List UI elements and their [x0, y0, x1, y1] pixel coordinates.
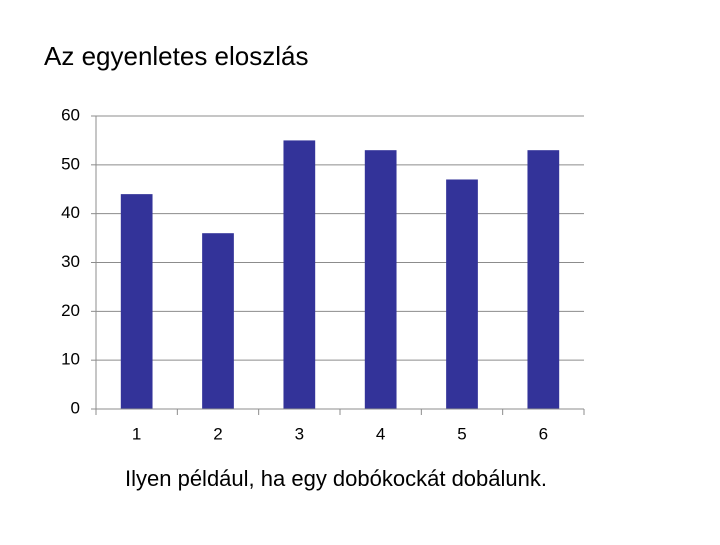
bar — [446, 179, 478, 409]
y-tick-label: 30 — [61, 252, 80, 271]
y-tick-label: 10 — [61, 350, 80, 369]
y-tick-label: 50 — [61, 154, 80, 173]
bar — [364, 150, 397, 409]
y-tick-label: 60 — [61, 105, 80, 124]
x-tick-label: 2 — [213, 424, 222, 443]
caption: Ilyen például, ha egy dobókockát dobálun… — [125, 466, 547, 491]
x-tick-label: 5 — [457, 424, 466, 443]
x-tick-label: 3 — [295, 424, 304, 443]
chart-title: Az egyenletes eloszlás — [44, 41, 308, 71]
y-tick-label: 40 — [61, 203, 80, 222]
bar — [283, 140, 316, 409]
x-tick-label: 1 — [132, 424, 141, 443]
x-tick-label: 4 — [376, 424, 385, 443]
y-tick-label: 20 — [61, 301, 80, 320]
bar — [202, 233, 234, 409]
bar — [120, 194, 153, 409]
y-tick-label: 0 — [71, 398, 80, 417]
bar — [527, 150, 560, 409]
x-tick-label: 6 — [539, 424, 548, 443]
